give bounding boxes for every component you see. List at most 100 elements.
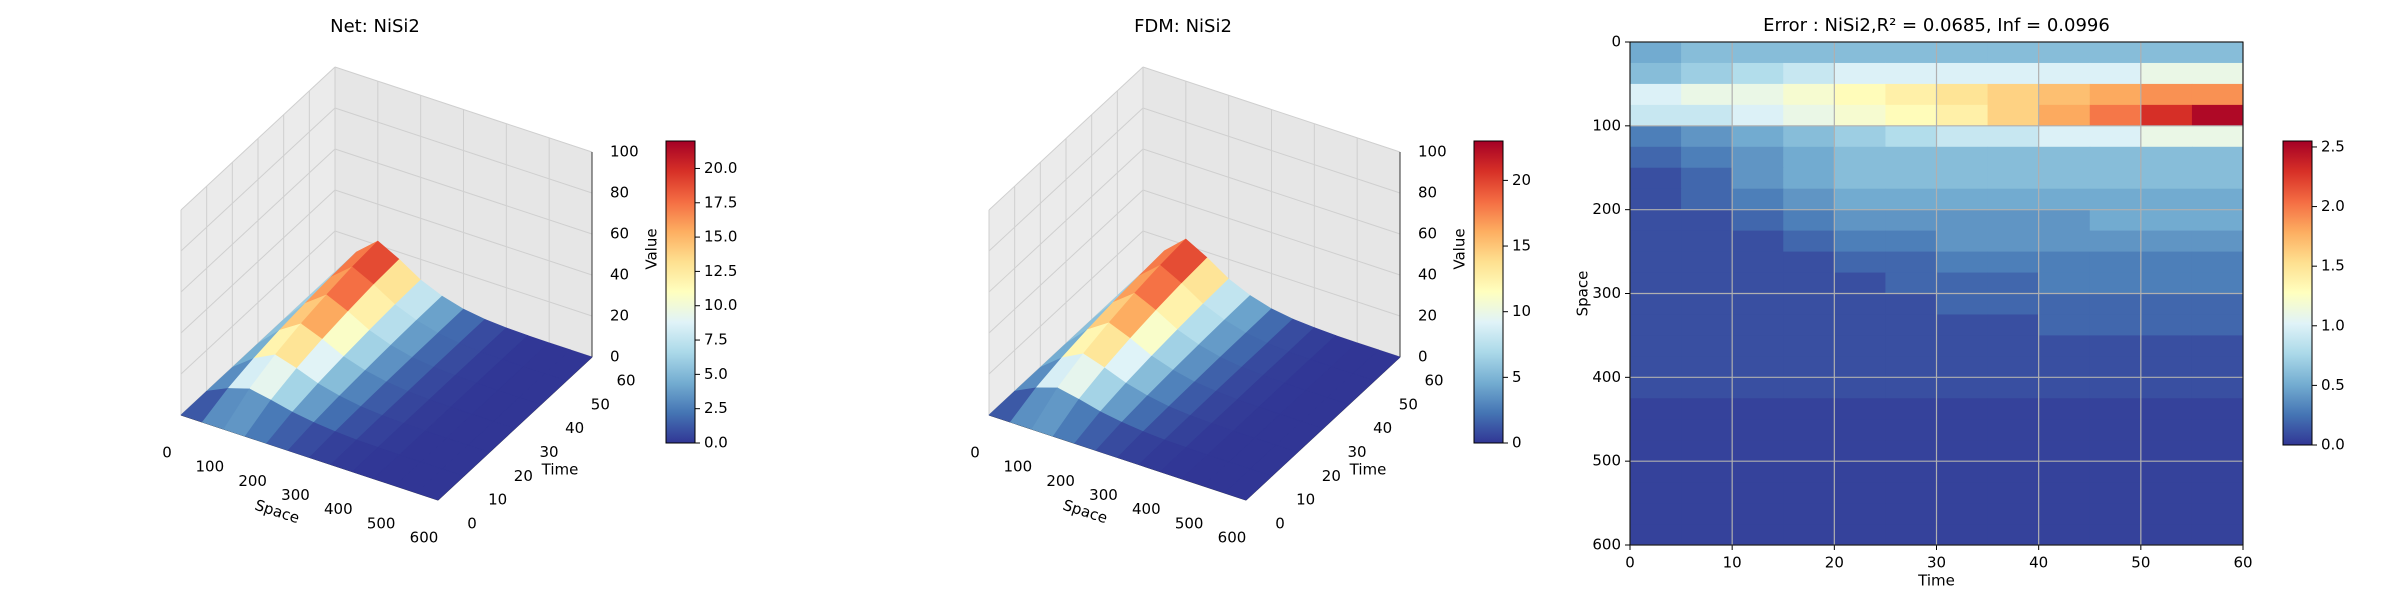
plot-frame <box>1629 41 2244 546</box>
heatmap-cell <box>1987 125 2040 148</box>
heatmap-cell <box>2140 419 2193 441</box>
heatmap-cell <box>1630 230 1682 253</box>
colorbar-tick-label: 15.0 <box>704 228 737 246</box>
heatmap-cell <box>1987 524 2040 546</box>
heatmap-cell <box>1732 230 1784 253</box>
heatmap-cell <box>1885 251 1937 274</box>
y-tick-label: 0 <box>1275 515 1285 533</box>
heatmap-cell <box>1732 125 1784 148</box>
heatmap-cell <box>1936 419 1989 441</box>
heatmap-cell <box>1987 356 2040 378</box>
heatmap-cell <box>1732 461 1784 483</box>
heatmap-cell <box>2038 272 2091 294</box>
grid-line <box>180 230 336 375</box>
heatmap-cell <box>2140 188 2193 211</box>
heatmap-cell <box>2191 377 2244 399</box>
grid-line <box>180 148 336 293</box>
x-tick-label: 500 <box>367 514 396 532</box>
heatmap-cell <box>2191 461 2244 483</box>
z-tick-label: 80 <box>1418 184 1437 202</box>
x-tick-label: 500 <box>1175 514 1204 532</box>
heatmap-cell <box>2191 104 2244 127</box>
x-tick-label: 50 <box>2131 554 2150 572</box>
grid-line <box>180 107 336 252</box>
heatmap-cell <box>1681 230 1733 253</box>
heatmap-cell <box>1732 356 1784 378</box>
heatmap-cell <box>1783 293 1835 315</box>
heatmap-cell <box>2191 251 2244 274</box>
heatmap-cell <box>2191 482 2244 504</box>
heatmap-cell <box>1834 377 1886 399</box>
y-tick-label: 50 <box>591 395 610 413</box>
y-tick-label: 60 <box>1424 372 1443 390</box>
heatmap-cell <box>1732 62 1784 85</box>
heatmap-cell <box>1834 293 1886 315</box>
heatmap-cell <box>1783 251 1835 274</box>
heatmap-cell <box>1783 335 1835 357</box>
x-tick-label: 400 <box>324 500 353 518</box>
colorbar-tick-label: 2.5 <box>704 399 728 417</box>
heatmap-cell <box>1936 503 1989 525</box>
y-tick-label: 500 <box>1592 452 1621 470</box>
colorbar-tick-label: 0.0 <box>704 434 728 452</box>
heatmap-cell <box>2038 83 2091 106</box>
y-tick-label: 20 <box>514 467 533 485</box>
heatmap-cell <box>2038 251 2091 274</box>
heatmap-cell <box>1732 104 1784 127</box>
heatmap-cell <box>1630 440 1682 462</box>
heatmap-cell <box>2191 293 2244 315</box>
heatmap-cell <box>1885 440 1937 462</box>
colorbar-tick-label: 2.5 <box>2321 137 2345 155</box>
heatmap-cell <box>1783 377 1835 399</box>
z-tick-label: 0 <box>1418 348 1428 366</box>
heatmap-cell <box>1630 482 1682 504</box>
grid-line <box>1142 148 1401 235</box>
heatmap-cell <box>1681 419 1733 441</box>
heatmap-cell <box>1630 83 1682 106</box>
heatmap-cell <box>1630 209 1682 232</box>
heatmap-cell <box>2089 461 2142 483</box>
heatmap-cell <box>1732 440 1784 462</box>
heatmap-cell <box>1885 293 1937 315</box>
heatmap-cell <box>1630 293 1682 315</box>
grid-line <box>334 107 593 194</box>
heatmap-cell <box>2191 335 2244 357</box>
heatmap-cell <box>2140 83 2193 106</box>
colorbar-tick-label: 0 <box>1512 434 1522 452</box>
heatmap-cell <box>2191 272 2244 294</box>
colorbar-tick-label: 10 <box>1512 302 1531 320</box>
heatmap-cell <box>1732 419 1784 441</box>
heatmap-cell <box>2140 209 2193 232</box>
heatmap-cell <box>1936 293 1989 315</box>
heatmap-cell <box>1783 524 1835 546</box>
heatmap-cell <box>1681 125 1733 148</box>
heatmap-cell <box>2089 356 2142 378</box>
heatmap-cell <box>1987 482 2040 504</box>
chart-title: FDM: NiSi2 <box>1134 16 1232 37</box>
heatmap-cell <box>1987 42 2040 64</box>
y-axis-label: Time <box>541 461 579 479</box>
heatmap-cell <box>2038 209 2091 232</box>
y-tick-label: 200 <box>1592 200 1621 218</box>
heatmap-cell <box>1885 335 1937 357</box>
heatmap-cell <box>2191 230 2244 253</box>
heatmap-cell <box>2038 167 2091 190</box>
heatmap-cell <box>1681 209 1733 232</box>
x-tick-label: 40 <box>2029 554 2048 572</box>
colorbar-tick-label: 15 <box>1512 237 1531 255</box>
heatmap-cell <box>1885 461 1937 483</box>
colorbar-tick-label: 1.0 <box>2321 316 2345 334</box>
heatmap-cell <box>1987 503 2040 525</box>
heatmap-cell <box>1732 524 1784 546</box>
x-tick-label: 10 <box>1723 554 1742 572</box>
heatmap-cell <box>2140 524 2193 546</box>
heatmap-cell <box>1885 524 1937 546</box>
heatmap-cell <box>1732 272 1784 294</box>
y-axis-label: Space <box>1574 271 1592 317</box>
heatmap-cell <box>2140 335 2193 357</box>
heatmap-cell <box>1630 125 1682 148</box>
heatmap-cell <box>1885 167 1937 190</box>
x-tick-label: 200 <box>238 472 267 490</box>
heatmap-cell <box>1834 524 1886 546</box>
grid-line <box>988 148 1144 293</box>
